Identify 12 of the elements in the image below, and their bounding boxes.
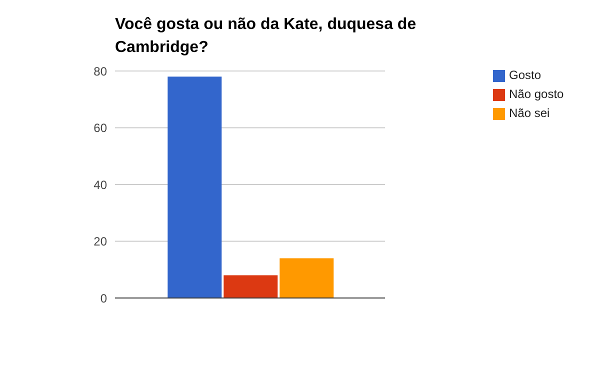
chart-title: Você gosta ou não da Kate, duquesa de Cambridge? (115, 15, 418, 58)
y-tick-label: 0 (100, 291, 108, 306)
bar (280, 258, 334, 298)
legend-label: Não gosto (509, 87, 564, 101)
y-tick-label: 20 (94, 234, 108, 249)
bar (168, 76, 222, 298)
y-tick-label: 80 (94, 64, 108, 78)
y-tick-label: 60 (94, 121, 108, 136)
legend-label: Gosto (509, 68, 542, 82)
legend-label: Não sei (509, 106, 550, 120)
y-tick-label: 40 (94, 178, 108, 192)
bar (224, 275, 278, 298)
